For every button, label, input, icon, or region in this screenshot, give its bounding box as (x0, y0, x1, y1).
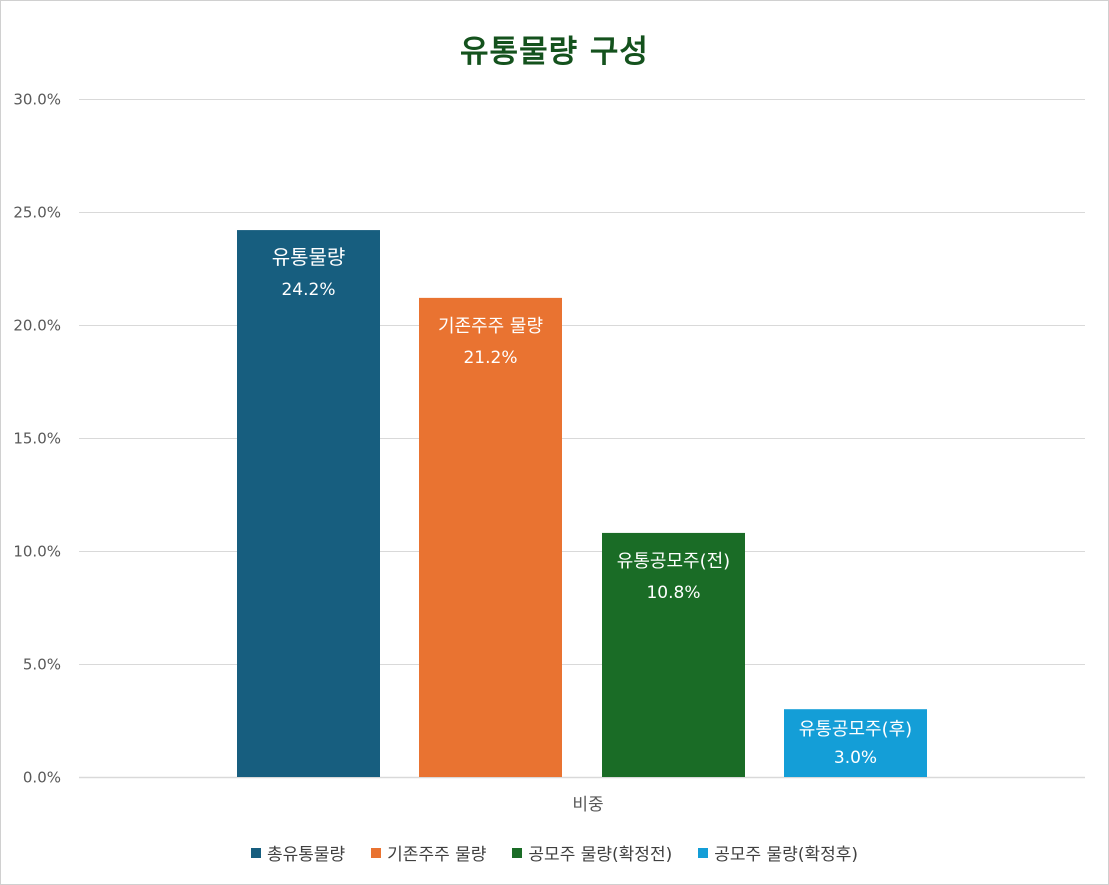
legend-swatch (371, 847, 382, 858)
bar (237, 230, 380, 777)
bar (784, 709, 927, 777)
gridlines (79, 99, 1085, 779)
bar-value-label: 3.0% (834, 748, 877, 768)
bars (237, 230, 927, 777)
y-tick-label: 15.0% (13, 430, 61, 448)
bar-value-label: 10.8% (646, 583, 700, 603)
legend-label: 총유통물량 (266, 845, 346, 865)
y-tick-label: 20.0% (13, 317, 61, 335)
legend-label: 공모주 물량(확정후) (714, 845, 859, 865)
bar-name-label: 기존주주 물량 (438, 316, 543, 337)
legend-item: 공모주 물량(확정후) (698, 840, 858, 865)
chart-title: 유통물량 구성 (460, 34, 649, 70)
legend-label: 공모주 물량(확정전) (528, 845, 673, 865)
x-category-label: 비중 (572, 795, 603, 815)
legend-item: 총유통물량 (250, 840, 346, 865)
bar-name-label: 유통공모주(후) (799, 719, 912, 740)
legend-swatch (512, 847, 523, 858)
bar-value-label: 24.2% (281, 280, 335, 300)
bar-name-label: 유통물량 (272, 245, 346, 269)
y-tick-label: 25.0% (13, 204, 61, 222)
legend-item: 공모주 물량(확정전) (512, 840, 672, 865)
legend-swatch (698, 847, 709, 858)
bar-value-label: 21.2% (463, 348, 517, 368)
y-tick-label: 5.0% (23, 656, 61, 674)
y-tick-label: 30.0% (13, 91, 61, 109)
legend: 총유통물량 기존주주 물량 공모주 물량(확정전) 공모주 물량(확정후) (0, 840, 1109, 865)
legend-item: 기존주주 물량 (371, 840, 486, 865)
y-tick-label: 0.0% (23, 769, 61, 787)
y-axis-ticks: 0.0% 5.0% 10.0% 15.0% 20.0% 25.0% 30.0% (13, 91, 61, 787)
legend-label: 기존주주 물량 (387, 845, 487, 865)
bar-name-label: 유통공모주(전) (617, 551, 730, 572)
bar (602, 532, 745, 777)
legend-swatch (250, 847, 261, 858)
bar-labels: 유통물량 24.2% 기존주주 물량 21.2% 유통공모주(전) 10.8% 유통공모주(… (272, 245, 913, 768)
x-axis-categories: 비중 (572, 795, 603, 815)
y-tick-label: 10.0% (13, 543, 61, 561)
bar (419, 297, 562, 777)
